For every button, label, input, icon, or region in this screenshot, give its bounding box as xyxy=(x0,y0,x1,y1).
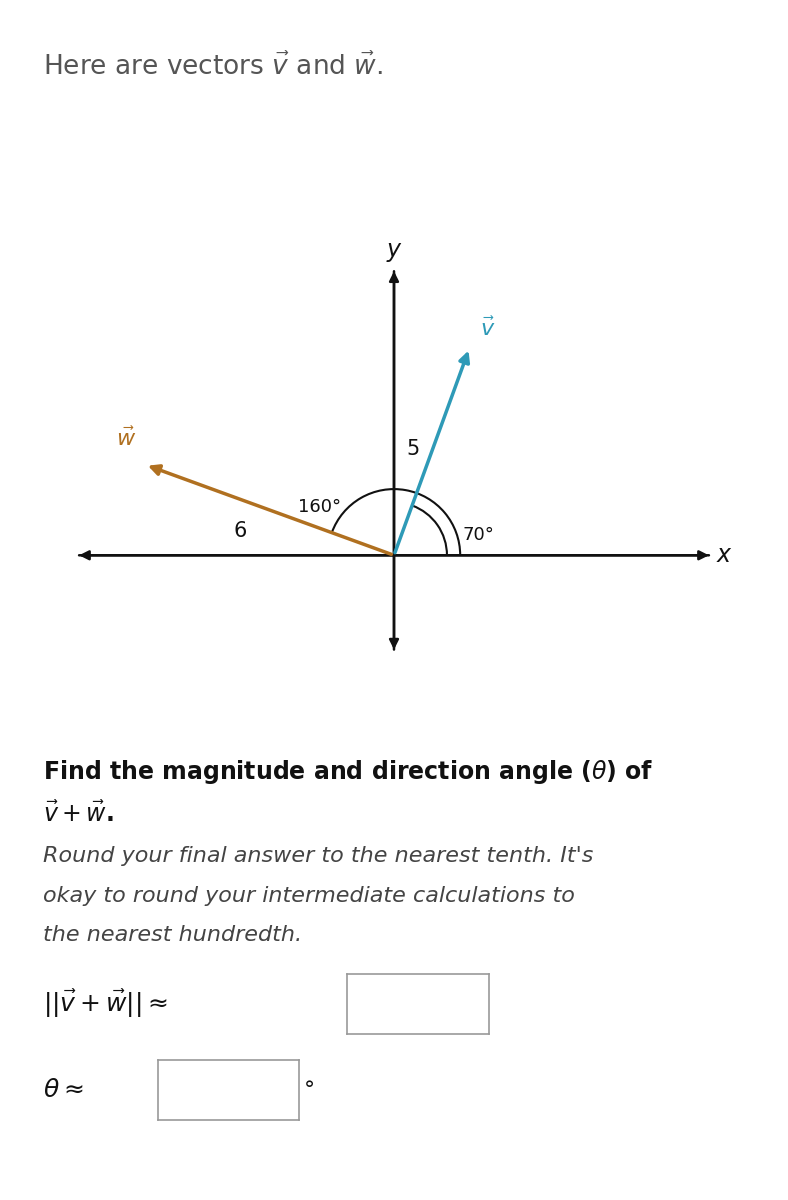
Text: $||\vec{v} + \vec{w}|| \approx$: $||\vec{v} + \vec{w}|| \approx$ xyxy=(43,989,168,1020)
Text: Here are vectors $\vec{v}$ and $\vec{w}$.: Here are vectors $\vec{v}$ and $\vec{w}$… xyxy=(43,54,384,82)
Text: $y$: $y$ xyxy=(385,241,403,264)
Text: 160°: 160° xyxy=(298,498,341,516)
Text: $x$: $x$ xyxy=(716,544,733,566)
Text: $\vec{v} + \vec{w}$.: $\vec{v} + \vec{w}$. xyxy=(43,802,114,827)
Text: 70°: 70° xyxy=(463,527,494,545)
Text: $\theta \approx$: $\theta \approx$ xyxy=(43,1078,84,1102)
Text: Find the magnitude and direction angle ($\theta$) of: Find the magnitude and direction angle (… xyxy=(43,758,654,786)
Text: okay to round your intermediate calculations to: okay to round your intermediate calculat… xyxy=(43,886,575,906)
Text: °: ° xyxy=(303,1080,314,1099)
Text: $\vec{v}$: $\vec{v}$ xyxy=(481,318,496,341)
Text: 5: 5 xyxy=(406,439,419,460)
Text: 6: 6 xyxy=(233,521,247,541)
Text: the nearest hundredth.: the nearest hundredth. xyxy=(43,925,303,946)
Text: $\vec{w}$: $\vec{w}$ xyxy=(116,428,136,451)
Text: Round your final answer to the nearest tenth. It's: Round your final answer to the nearest t… xyxy=(43,846,593,866)
